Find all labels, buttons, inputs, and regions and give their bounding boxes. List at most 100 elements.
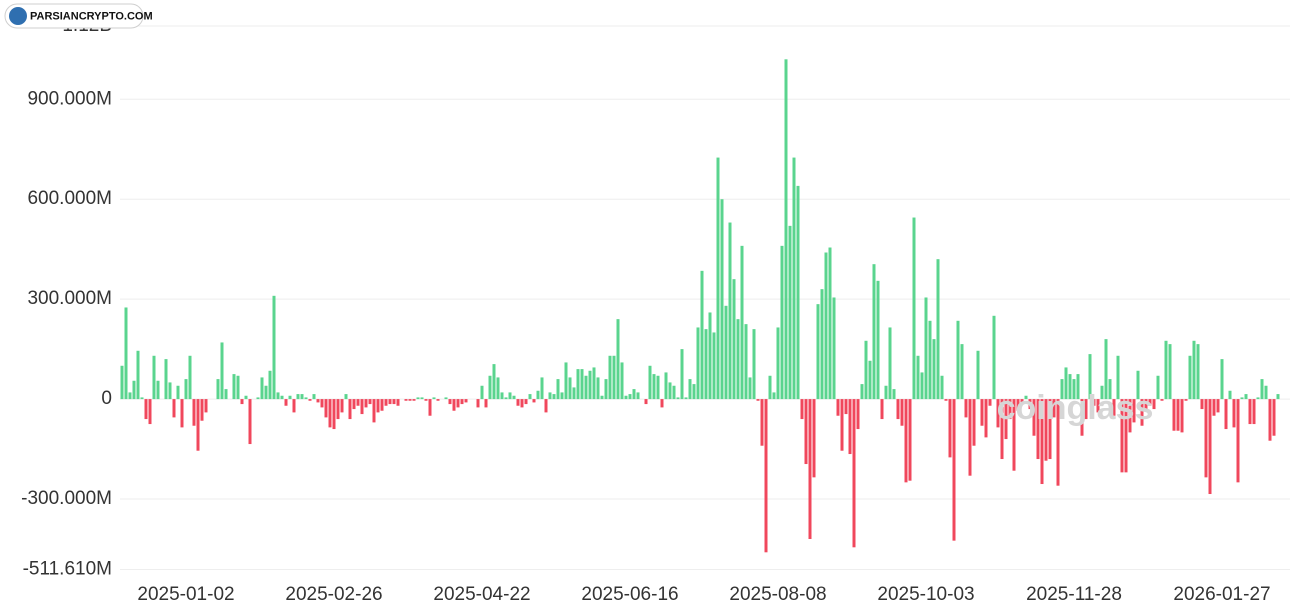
bar: [620, 362, 624, 400]
bar: [492, 364, 496, 400]
bar: [636, 392, 640, 400]
bar: [1072, 379, 1076, 400]
bar: [568, 377, 572, 400]
bar: [304, 397, 308, 400]
bar: [272, 295, 276, 400]
bar: [580, 369, 584, 400]
bar: [660, 399, 664, 408]
bar: [792, 157, 796, 400]
bar: [496, 377, 500, 400]
bar: [852, 399, 856, 548]
bar: [1160, 399, 1164, 401]
bar: [284, 399, 288, 406]
bar: [372, 399, 376, 423]
bar: [268, 370, 272, 400]
bar: [708, 312, 712, 400]
bar: [656, 375, 660, 400]
bar: [1000, 399, 1004, 460]
bar: [1164, 340, 1168, 400]
bar: [928, 320, 932, 400]
bar: [424, 399, 428, 401]
bar: [820, 289, 824, 400]
bar: [120, 365, 124, 400]
bar: [848, 399, 852, 455]
bar: [1052, 399, 1056, 418]
bar: [348, 399, 352, 420]
bar: [1176, 399, 1180, 431]
bar: [932, 339, 936, 400]
bar: [552, 394, 556, 400]
bar: [844, 399, 848, 415]
bar: [164, 359, 168, 400]
bar: [200, 399, 204, 421]
bar: [1088, 354, 1092, 400]
bar: [836, 399, 840, 416]
bar: [1016, 399, 1020, 411]
x-tick-label: 2025-11-28: [1026, 584, 1122, 605]
bar: [780, 245, 784, 400]
bar: [608, 355, 612, 400]
bar: [624, 395, 628, 400]
bar: [868, 360, 872, 400]
bar: [300, 394, 304, 400]
bar: [616, 319, 620, 400]
bar: [816, 304, 820, 400]
bar: [340, 399, 344, 413]
bar: [572, 387, 576, 400]
bar: [912, 217, 916, 400]
bar: [1168, 344, 1172, 400]
bar: [156, 380, 160, 400]
badge: PARSIANCRYPTO.COM: [4, 3, 153, 29]
bar: [1240, 397, 1244, 400]
bar: [152, 355, 156, 400]
bar: [968, 399, 972, 476]
bar: [384, 399, 388, 406]
bar: [1192, 340, 1196, 400]
bar: [1064, 367, 1068, 400]
x-tick-label: 2025-04-22: [433, 584, 530, 605]
bar: [432, 397, 436, 400]
bar: [736, 319, 740, 400]
bar: [996, 399, 1000, 428]
bar: [248, 399, 252, 445]
bar: [924, 297, 928, 400]
bar: [564, 362, 568, 400]
bar: [1104, 339, 1108, 400]
bar: [1204, 399, 1208, 478]
bar: [380, 399, 384, 411]
bar: [664, 372, 668, 400]
bar: [672, 385, 676, 400]
bar: [1224, 399, 1228, 430]
bar: [1028, 399, 1032, 410]
bar: [584, 375, 588, 400]
bar: [412, 399, 416, 401]
bar: [1184, 399, 1188, 401]
bar: [1216, 399, 1220, 413]
x-tick-label: 2025-08-08: [729, 584, 826, 605]
badge-pill: [4, 3, 144, 29]
bar: [260, 377, 264, 400]
bar: [244, 395, 248, 400]
bar: [352, 399, 356, 410]
bar: [520, 399, 524, 408]
bar: [1236, 399, 1240, 483]
bar: [1232, 399, 1236, 428]
x-tick-label: 2025-10-03: [877, 584, 974, 605]
bar: [436, 399, 440, 401]
bar: [1012, 399, 1016, 471]
bar: [772, 392, 776, 400]
bar: [1180, 399, 1184, 433]
bar: [1048, 399, 1052, 460]
bar: [356, 399, 360, 406]
bar: [644, 399, 648, 405]
bar: [856, 399, 860, 430]
bar: [828, 247, 832, 400]
bar: [532, 399, 536, 403]
bar: [560, 392, 564, 400]
bar: [1124, 399, 1128, 473]
bar: [776, 327, 780, 400]
bar: [504, 397, 508, 400]
bar: [1276, 394, 1280, 400]
